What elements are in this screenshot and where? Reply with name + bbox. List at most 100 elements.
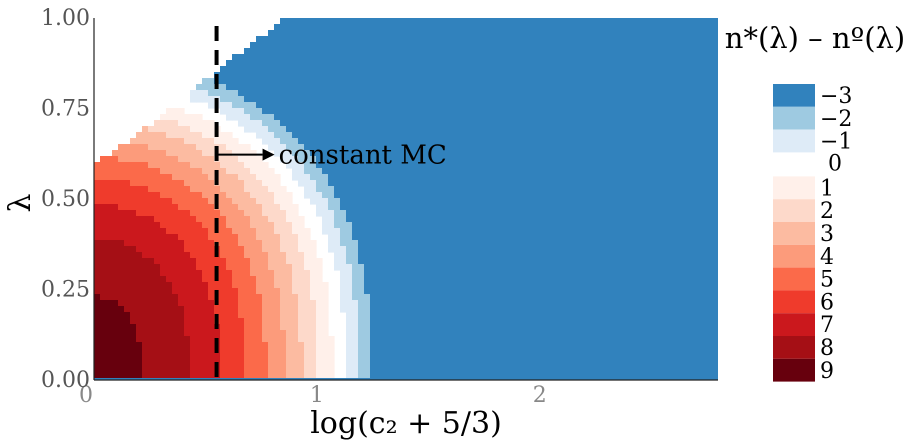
heatmap-cell [550,210,557,217]
heatmap-cell [502,204,509,211]
heatmap-cell [304,192,311,199]
heatmap-cell [286,348,293,355]
heatmap-cell [388,120,395,127]
heatmap-cell [100,348,107,355]
heatmap-cell [604,132,611,139]
heatmap-cell [526,174,533,181]
heatmap-cell [202,294,209,301]
heatmap-cell [616,372,623,379]
heatmap-cell [382,360,389,367]
heatmap-cell [94,312,101,319]
heatmap-cell [436,48,443,55]
heatmap-cell [556,312,563,319]
heatmap-cell [238,294,245,301]
heatmap-cell [412,216,419,223]
heatmap-cell [208,168,215,175]
heatmap-cell [628,246,635,253]
heatmap-cell [220,312,227,319]
heatmap-cell [298,60,305,67]
heatmap-cell [388,150,395,157]
heatmap-cell [106,210,113,217]
heatmap-cell [472,372,479,379]
heatmap-cell [394,342,401,349]
heatmap-cell [322,216,329,223]
heatmap-cell [352,378,359,380]
heatmap-cell [454,354,461,361]
heatmap-cell [556,180,563,187]
heatmap-cell [472,252,479,259]
heatmap-cell [400,324,407,331]
heatmap-cell [442,294,449,301]
heatmap-cell [358,198,365,205]
heatmap-cell [562,342,569,349]
heatmap-cell [100,312,107,319]
heatmap-cell [478,246,485,253]
heatmap-cell [268,378,275,380]
heatmap-cell [574,138,581,145]
heatmap-cell [250,300,257,307]
heatmap-cell [364,114,371,121]
heatmap-cell [412,324,419,331]
heatmap-cell [112,240,119,247]
heatmap-cell [394,174,401,181]
heatmap-cell [208,282,215,289]
heatmap-cell [388,282,395,289]
heatmap-cell [202,354,209,361]
heatmap-cell [478,132,485,139]
heatmap-cell [598,84,605,91]
heatmap-cell [382,90,389,97]
heatmap-cell [472,366,479,373]
heatmap-cell [304,252,311,259]
heatmap-cell [208,324,215,331]
heatmap-cell [478,18,485,25]
heatmap-cell [208,366,215,373]
heatmap-cell [460,114,467,121]
heatmap-cell [220,102,227,109]
heatmap-cell [328,108,335,115]
heatmap-cell [430,132,437,139]
heatmap-cell [208,276,215,283]
heatmap-cell [478,138,485,145]
heatmap-cell [322,306,329,313]
heatmap-cell [526,144,533,151]
heatmap-cell [598,96,605,103]
heatmap-cell [352,42,359,49]
heatmap-cell [346,306,353,313]
heatmap-cell [376,126,383,133]
heatmap-cell [418,186,425,193]
heatmap-cell [184,120,191,127]
heatmap-cell [388,30,395,37]
heatmap-cell [268,108,275,115]
heatmap-cell [460,276,467,283]
heatmap-cell [574,90,581,97]
heatmap-cell [610,30,617,37]
heatmap-cell [256,180,263,187]
heatmap-cell [178,300,185,307]
heatmap-cell [436,372,443,379]
heatmap-cell [286,66,293,73]
heatmap-cell [148,294,155,301]
heatmap-cell [610,192,617,199]
heatmap-cell [418,126,425,133]
heatmap-cell [286,198,293,205]
heatmap-cell [346,282,353,289]
heatmap-cell [328,42,335,49]
heatmap-cell [316,54,323,61]
heatmap-cell [94,162,101,169]
heatmap-cell [628,378,635,380]
heatmap-cell [610,78,617,85]
heatmap-cell [514,216,521,223]
heatmap-cell [448,276,455,283]
heatmap-cell [532,342,539,349]
heatmap-cell [346,216,353,223]
heatmap-cell [436,360,443,367]
heatmap-cell [298,342,305,349]
heatmap-cell [508,18,515,25]
heatmap-cell [580,360,587,367]
heatmap-cell [382,102,389,109]
heatmap-cell [340,138,347,145]
heatmap-cell [598,36,605,43]
heatmap-cell [418,24,425,31]
heatmap-cell [544,294,551,301]
heatmap-cell [616,162,623,169]
